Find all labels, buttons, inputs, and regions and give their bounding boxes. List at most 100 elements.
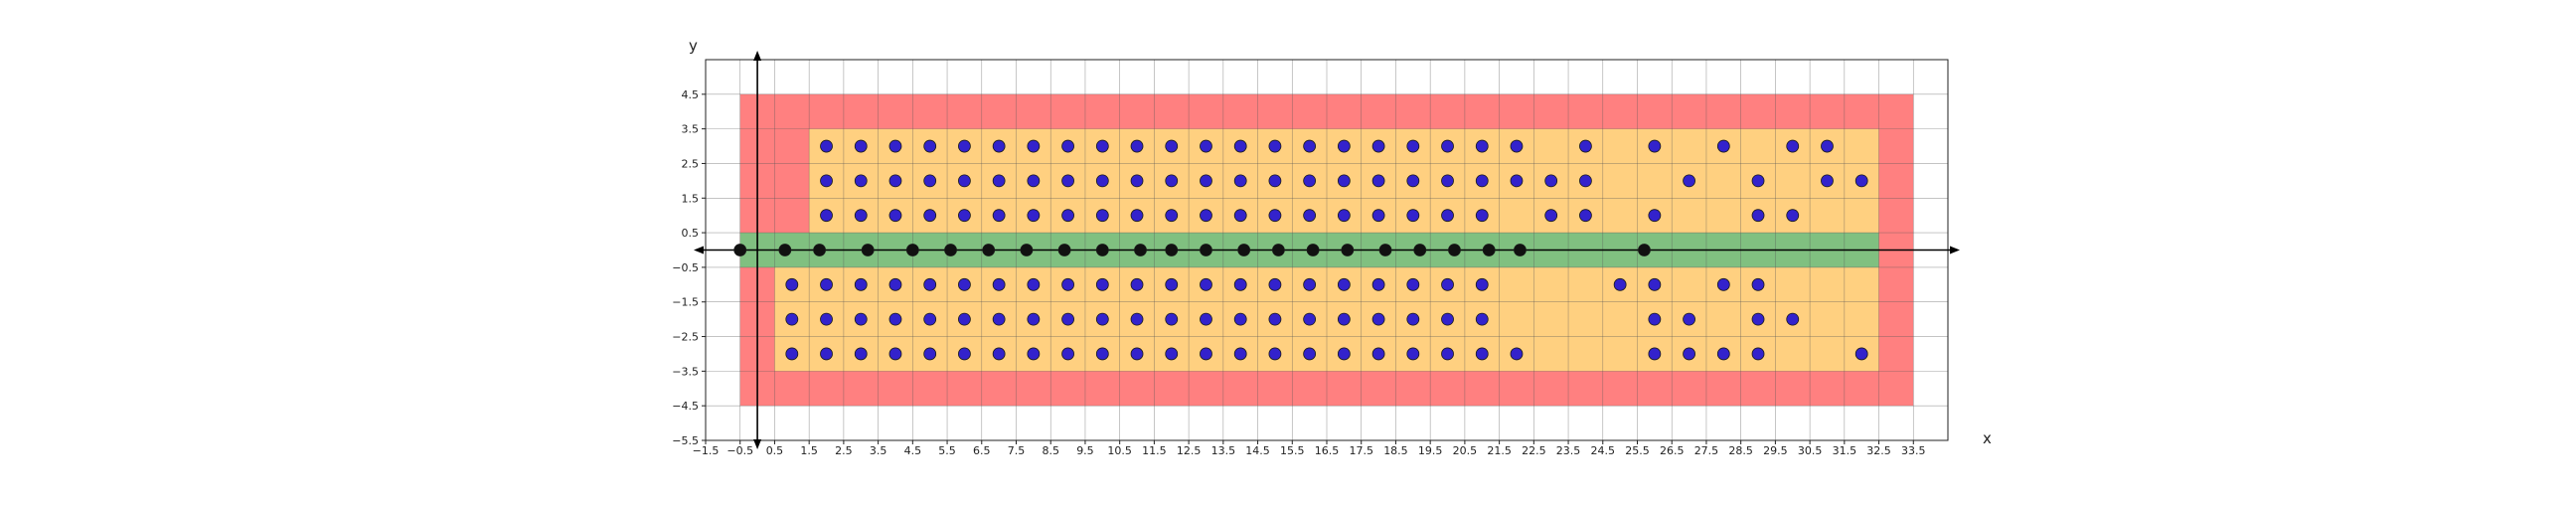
x-tick-label: 14.5 <box>1245 444 1270 457</box>
scatter-point-blue <box>1233 139 1247 153</box>
x-tick-label: 33.5 <box>1901 444 1926 457</box>
scatter-point-blue <box>1027 174 1041 188</box>
scatter-point-black <box>1638 244 1651 256</box>
scatter-point-blue <box>1027 312 1041 326</box>
scatter-point-blue <box>820 347 833 361</box>
scatter-point-blue <box>958 347 971 361</box>
scatter-point-blue <box>854 347 868 361</box>
scatter-point-blue <box>923 312 937 326</box>
scatter-point-black <box>1378 244 1392 256</box>
scatter-point-black <box>1306 244 1320 256</box>
y-tick-label: 4.5 <box>682 88 700 101</box>
scatter-point-blue <box>854 174 868 188</box>
x-tick-label: 26.5 <box>1660 444 1685 457</box>
scatter-point-blue <box>854 312 868 326</box>
scatter-point-blue <box>1475 277 1489 291</box>
scatter-point-blue <box>854 277 868 291</box>
x-tick-label: 2.5 <box>835 444 853 457</box>
scatter-point-blue <box>958 277 971 291</box>
scatter-point-blue <box>1061 347 1074 361</box>
scatter-point-blue <box>888 347 902 361</box>
scatter-point-blue <box>1200 209 1212 223</box>
scatter-point-black <box>1271 244 1285 256</box>
scatter-point-blue <box>1200 139 1212 153</box>
scatter-point-black <box>1341 244 1355 256</box>
scatter-point-black <box>1200 244 1212 256</box>
scatter-point-blue <box>785 277 799 291</box>
scatter-point-blue <box>1200 277 1212 291</box>
scatter-point-blue <box>1165 209 1179 223</box>
scatter-point-blue <box>958 174 971 188</box>
y-tick-label: −3.5 <box>672 365 699 378</box>
scatter-point-black <box>1134 244 1147 256</box>
x-tick-label: 4.5 <box>904 444 922 457</box>
y-axis-arrow-down <box>753 439 762 449</box>
x-tick-label: 11.5 <box>1142 444 1167 457</box>
scatter-point-blue <box>1061 209 1074 223</box>
scatter-point-blue <box>992 139 1006 153</box>
scatter-point-blue <box>1165 347 1179 361</box>
scatter-point-blue <box>888 139 902 153</box>
scatter-point-blue <box>888 209 902 223</box>
scatter-point-blue <box>1303 347 1317 361</box>
x-tick-label: 16.5 <box>1315 444 1340 457</box>
scatter-point-blue <box>820 139 833 153</box>
x-tick-label: 8.5 <box>1042 444 1059 457</box>
scatter-point-blue <box>1441 174 1454 188</box>
x-tick-label: 5.5 <box>938 444 956 457</box>
scatter-point-blue <box>1130 312 1144 326</box>
y-tick-label: −5.5 <box>672 434 699 447</box>
scatter-point-blue <box>1337 277 1351 291</box>
scatter-point-black <box>1482 244 1496 256</box>
scatter-point-blue <box>1786 139 1800 153</box>
scatter-point-black <box>733 244 747 256</box>
x-axis-label: x <box>1983 429 1992 447</box>
scatter-point-blue <box>1406 347 1420 361</box>
scatter-point-blue <box>1648 347 1662 361</box>
tick-labels-layer: −1.5 −0.5 0.5 1.5 2.5 3.5 4.5 5.5 6.5 7.5 8.5 9.5 10… <box>672 88 1925 457</box>
x-tick-label: −1.5 <box>693 444 720 457</box>
scatter-point-blue <box>1027 277 1041 291</box>
x-tick-label: 0.5 <box>766 444 784 457</box>
scatter-point-blue <box>1475 174 1489 188</box>
y-tick-label: −0.5 <box>672 261 699 274</box>
x-axis-arrow-left <box>694 246 704 254</box>
scatter-point-black <box>905 244 919 256</box>
scatter-point-black <box>1413 244 1427 256</box>
scatter-point-blue <box>1233 209 1247 223</box>
scatter-point-blue <box>992 174 1006 188</box>
points-layer <box>733 139 1868 361</box>
scatter-point-blue <box>1579 139 1592 153</box>
scatter-point-blue <box>1303 312 1317 326</box>
scatter-point-blue <box>1303 277 1317 291</box>
x-tick-label: 18.5 <box>1383 444 1408 457</box>
y-tick-label: 2.5 <box>682 157 700 170</box>
scatter-point-blue <box>1648 209 1662 223</box>
scatter-point-blue <box>1337 347 1351 361</box>
scatter-point-black <box>1095 244 1109 256</box>
scatter-point-black <box>1057 244 1071 256</box>
x-tick-label: 3.5 <box>870 444 887 457</box>
x-tick-label: 29.5 <box>1763 444 1788 457</box>
scatter-point-blue <box>785 312 799 326</box>
scatter-point-blue <box>1061 174 1074 188</box>
scatter-point-blue <box>1716 277 1730 291</box>
scatter-point-blue <box>1371 277 1385 291</box>
scatter-point-blue <box>820 312 833 326</box>
scatter-point-blue <box>1683 312 1695 326</box>
scatter-point-black <box>982 244 996 256</box>
scatter-point-black <box>778 244 792 256</box>
scatter-point-blue <box>1683 347 1695 361</box>
scatter-point-blue <box>1165 174 1179 188</box>
scatter-point-blue <box>958 139 971 153</box>
scatter-point-blue <box>1854 174 1868 188</box>
scatter-point-blue <box>1061 312 1074 326</box>
scatter-point-blue <box>1751 174 1765 188</box>
x-tick-label: 13.5 <box>1211 444 1236 457</box>
scatter-point-blue <box>1510 347 1524 361</box>
x-tick-label: 30.5 <box>1798 444 1823 457</box>
scatter-point-blue <box>992 347 1006 361</box>
scatter-point-blue <box>1510 174 1524 188</box>
